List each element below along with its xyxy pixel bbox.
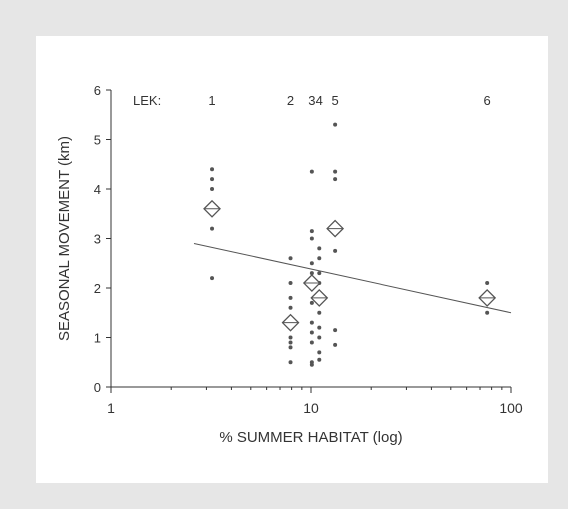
- x-tick-label: 10: [303, 400, 319, 416]
- lek-label: 1: [208, 93, 215, 108]
- mean-marker: [326, 219, 345, 238]
- data-point: [309, 169, 314, 174]
- data-point: [288, 335, 293, 340]
- data-point: [309, 271, 314, 276]
- mean-marker: [302, 274, 321, 292]
- data-point: [317, 350, 322, 355]
- data-point: [288, 256, 293, 261]
- data-point: [317, 310, 322, 315]
- data-point: [333, 328, 338, 333]
- data-point: [288, 340, 293, 345]
- data-point: [317, 271, 322, 276]
- mean-marker: [203, 199, 221, 218]
- x-tick-label: 100: [499, 400, 523, 416]
- data-point: [288, 360, 293, 365]
- x-ticks: 1 10 100: [107, 387, 523, 416]
- data-point: [333, 169, 338, 174]
- data-point: [309, 320, 314, 325]
- data-point: [317, 335, 322, 340]
- data-point: [333, 342, 338, 347]
- data-point: [309, 362, 314, 367]
- data-point: [333, 122, 338, 127]
- data-point: [317, 325, 322, 330]
- data-point: [288, 305, 293, 310]
- lek-label: 2: [287, 93, 294, 108]
- data-point: [309, 330, 314, 335]
- data-point: [288, 295, 293, 300]
- lek-label: 5: [331, 93, 338, 108]
- mean-marker: [310, 288, 329, 307]
- data-point: [309, 236, 314, 241]
- data-points: [210, 122, 490, 367]
- data-point: [317, 256, 322, 261]
- data-point: [210, 177, 215, 182]
- data-point: [210, 276, 215, 281]
- data-point: [210, 187, 215, 191]
- data-point: [210, 226, 215, 231]
- lek-label: 3: [308, 93, 315, 108]
- data-point: [309, 261, 314, 266]
- data-point: [309, 300, 314, 305]
- y-ticks: 0 1 2 3 4 5 6: [94, 83, 111, 395]
- data-point: [333, 248, 338, 253]
- lek-label: 4: [316, 93, 323, 108]
- data-point: [317, 246, 322, 251]
- y-axis-label: SEASONAL MOVEMENT (km): [56, 136, 73, 341]
- data-point: [309, 340, 314, 345]
- y-tick-label: 2: [94, 281, 101, 296]
- data-point: [288, 345, 293, 350]
- data-point: [485, 310, 490, 315]
- y-tick-label: 3: [94, 232, 101, 247]
- x-tick-label: 1: [107, 400, 115, 416]
- y-tick-label: 1: [94, 331, 101, 346]
- lek-label: 6: [484, 93, 491, 108]
- mean-marker: [281, 313, 300, 332]
- data-point: [485, 281, 490, 286]
- data-point: [317, 357, 322, 362]
- data-point: [309, 229, 314, 234]
- y-tick-label: 0: [94, 380, 101, 395]
- lek-prefix-label: LEK:: [133, 93, 161, 108]
- data-point: [288, 281, 293, 286]
- regression-line: [193, 242, 512, 314]
- mean-marker: [478, 288, 497, 307]
- mean-markers: [203, 199, 497, 332]
- y-tick-label: 6: [94, 83, 101, 98]
- data-point: [333, 177, 338, 182]
- x-axis-label: % SUMMER HABITAT (log): [219, 429, 402, 446]
- data-point: [210, 167, 215, 172]
- y-tick-label: 5: [94, 133, 101, 148]
- y-tick-label: 4: [94, 182, 101, 197]
